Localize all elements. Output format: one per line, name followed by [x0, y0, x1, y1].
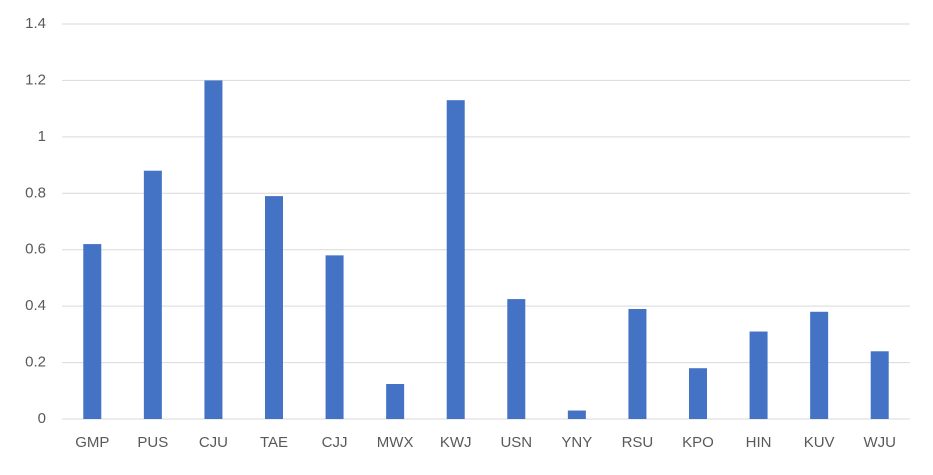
y-tick-label: 1.2 [25, 71, 46, 88]
x-tick-label: RSU [622, 434, 654, 451]
x-tick-label: CJJ [322, 434, 348, 451]
bar [446, 100, 465, 419]
x-tick-label: GMP [75, 434, 109, 451]
x-tick-label: HIN [746, 434, 772, 451]
x-tick-label: PUS [137, 434, 168, 451]
y-tick-label: 0.8 [25, 184, 46, 201]
x-tick-label: WJU [863, 434, 896, 451]
bar [325, 255, 344, 419]
bar [567, 410, 586, 419]
x-tick-label: TAE [260, 434, 288, 451]
x-tick-label: KPO [682, 434, 714, 451]
y-tick-label: 0.4 [25, 297, 46, 314]
x-tick-label: USN [500, 434, 532, 451]
x-tick-label: YNY [561, 434, 592, 451]
y-tick-label: 1 [38, 128, 46, 145]
bar [689, 368, 707, 419]
bar [810, 311, 829, 419]
y-tick-label: 0.2 [25, 354, 46, 371]
y-tick-label: 1.4 [25, 15, 46, 32]
x-tick-label: KUV [804, 434, 835, 451]
bar [83, 244, 102, 419]
bar [870, 351, 889, 419]
bar [507, 299, 526, 419]
bar [628, 308, 647, 419]
y-tick-label: 0.6 [25, 241, 46, 258]
y-tick-label: 0 [38, 410, 46, 427]
x-tick-label: CJU [199, 434, 228, 451]
bar [386, 384, 405, 419]
bar [265, 196, 283, 419]
bar [749, 331, 768, 419]
bar [204, 80, 223, 419]
x-tick-label: MWX [377, 434, 414, 451]
x-tick-label: KWJ [440, 434, 472, 451]
bar [143, 170, 162, 419]
